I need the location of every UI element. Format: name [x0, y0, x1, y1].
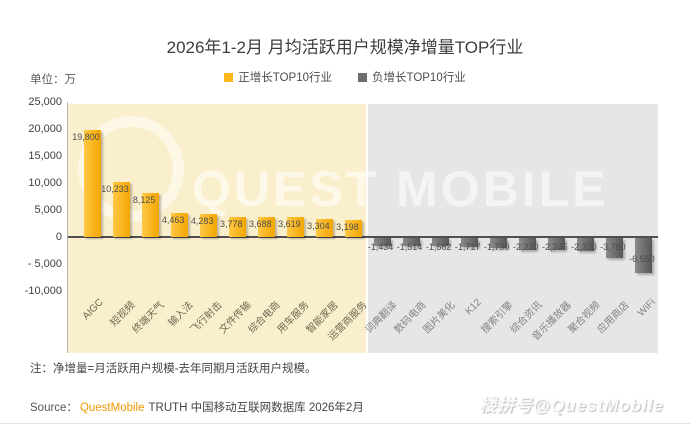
y-axis-tick: 5,000	[34, 204, 62, 216]
bar	[635, 238, 653, 273]
bottom-divider	[0, 423, 690, 424]
legend-label-positive: 正增长TOP10行业	[238, 72, 332, 84]
value-label: -1,790	[483, 242, 510, 252]
zero-axis-line	[68, 236, 658, 238]
y-axis-tick: - 5,000	[27, 258, 62, 270]
legend: 正增长TOP10行业 负增长TOP10行业	[0, 69, 690, 85]
bar	[141, 193, 159, 237]
value-label: 3,688	[249, 219, 272, 229]
value-label: -1,562	[425, 242, 452, 252]
value-label: 3,619	[278, 219, 301, 229]
source-label: Source：	[30, 402, 78, 414]
bar	[490, 238, 508, 248]
questmobile-text-watermark: QUEST MOBILE	[192, 161, 609, 217]
negative-panel	[368, 104, 658, 353]
y-axis-tick: 15,000	[28, 150, 62, 162]
value-label: 3,198	[336, 222, 359, 232]
source-text: TRUTH 中国移动互联网数据库 2026年2月	[148, 402, 364, 414]
bar	[344, 220, 362, 237]
value-label: -3,780	[600, 242, 626, 252]
y-axis-tick: 20,000	[28, 123, 62, 135]
bar	[548, 238, 566, 250]
bar	[519, 238, 537, 250]
value-label: -6,550	[629, 254, 655, 264]
source-brand: QuestMobile	[79, 402, 145, 414]
bar	[112, 182, 130, 237]
negative-swatch-icon	[358, 72, 367, 82]
value-label: 4,283	[190, 216, 214, 226]
positive-swatch-icon	[224, 72, 234, 82]
bar	[199, 214, 217, 237]
footnote: 注：净增量=月活跃用户规模-去年同期月活跃用户规模。	[30, 363, 317, 375]
value-label: -2,220	[512, 242, 539, 252]
legend-item-negative: 负增长TOP10行业	[358, 69, 466, 85]
bar	[315, 219, 333, 237]
unit-label: 单位：万	[30, 74, 76, 86]
value-label: -2,245	[542, 242, 568, 252]
value-label: -1,434	[367, 242, 394, 252]
y-axis-tick: -10,000	[24, 285, 62, 297]
value-label: 10,233	[101, 184, 129, 194]
bar	[286, 217, 304, 237]
account-watermark: 楼拼号@QuestMobile	[479, 396, 664, 415]
bar	[577, 238, 595, 251]
value-label: -2,330	[571, 242, 597, 252]
y-axis-line	[67, 102, 68, 353]
bar	[432, 238, 450, 246]
value-label: 4,463	[161, 215, 185, 225]
bar	[228, 217, 246, 237]
value-label: 19,800	[72, 132, 100, 142]
legend-item-positive: 正增长TOP10行业	[224, 69, 332, 85]
bar	[257, 217, 275, 237]
source-line: Source： QuestMobile TRUTH 中国移动互联网数据库 2026年…	[30, 399, 364, 415]
chart-title: 2026年1-2月 月均活跃用户规模净增量TOP行业	[166, 38, 524, 57]
value-label: 8,125	[132, 195, 156, 205]
value-label: 3,304	[307, 221, 330, 231]
value-label: 3,778	[219, 219, 243, 229]
bar	[170, 213, 188, 237]
bar	[83, 130, 101, 237]
bar	[374, 238, 391, 246]
bar	[403, 238, 421, 246]
value-label: -1,717	[454, 242, 481, 252]
y-axis-tick: 0	[55, 231, 62, 243]
bar	[606, 238, 624, 258]
legend-label-negative: 负增长TOP10行业	[372, 72, 466, 84]
bar	[461, 238, 479, 247]
y-axis-tick: 25,000	[28, 96, 62, 108]
value-label: -1,514	[396, 242, 423, 252]
y-axis-tick: 10,000	[28, 177, 62, 189]
